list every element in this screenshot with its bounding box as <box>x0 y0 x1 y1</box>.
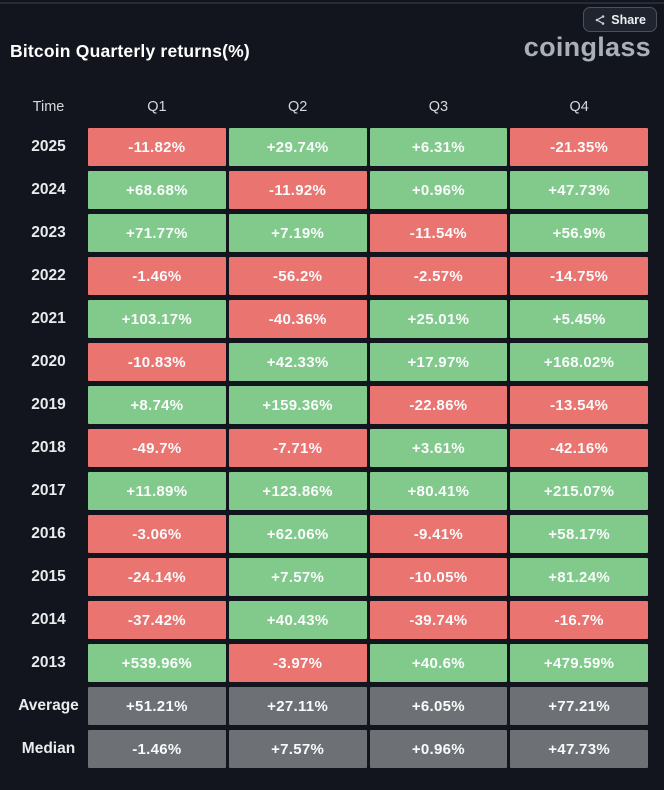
value-cell: +81.24% <box>510 558 648 596</box>
value-cell: +77.21% <box>510 687 648 725</box>
value-cell: -1.46% <box>88 730 226 768</box>
value-cell: -21.35% <box>510 128 648 166</box>
value-cell: -49.7% <box>88 429 226 467</box>
share-nodes-icon <box>594 14 606 26</box>
row-label: 2023 <box>31 224 66 241</box>
row-label: 2018 <box>31 439 66 456</box>
value-cell: -2.57% <box>369 257 508 295</box>
value-cell: +168.02% <box>510 343 648 381</box>
value-cell: -24.14% <box>88 558 226 596</box>
row-label: 2013 <box>31 654 66 671</box>
value-cell: +6.31% <box>369 128 508 166</box>
row-label: 2014 <box>31 611 66 628</box>
value-cell: +27.11% <box>228 687 367 725</box>
value-cell: +0.96% <box>369 171 508 209</box>
card-top-edge <box>0 2 664 4</box>
value-cell: -10.83% <box>88 343 226 381</box>
value-cell: +123.86% <box>228 472 367 510</box>
value-cell: +7.57% <box>228 730 367 768</box>
column-header-time: Time <box>32 99 65 115</box>
value-cell: -11.54% <box>369 214 508 252</box>
row-label: 2024 <box>31 181 66 198</box>
table-header-row: Time Q1 Q2 Q3 Q4 <box>0 96 664 118</box>
value-cell: +3.61% <box>369 429 508 467</box>
value-cell: +80.41% <box>369 472 508 510</box>
value-cell: +71.77% <box>88 214 226 252</box>
row-label: Median <box>21 740 76 757</box>
value-cell: +25.01% <box>369 300 508 338</box>
value-cell: +6.05% <box>369 687 508 725</box>
value-cell: -56.2% <box>228 257 367 295</box>
row-label: 2015 <box>31 568 66 585</box>
value-cell: +62.06% <box>228 515 367 553</box>
value-cell: +29.74% <box>228 128 367 166</box>
value-cell: -40.36% <box>228 300 367 338</box>
value-cell: -14.75% <box>510 257 648 295</box>
value-cell: +11.89% <box>88 472 226 510</box>
share-button-label: Share <box>611 12 646 27</box>
column-header-q4: Q4 <box>569 99 589 115</box>
value-cell: +47.73% <box>510 171 648 209</box>
column-header-q2: Q2 <box>287 99 308 115</box>
row-label: Average <box>18 697 79 714</box>
share-button[interactable]: Share <box>583 7 657 32</box>
value-cell: -10.05% <box>369 558 508 596</box>
value-cell: +40.6% <box>369 644 508 682</box>
value-cell: +8.74% <box>88 386 226 424</box>
value-cell: -7.71% <box>228 429 367 467</box>
row-label: 2016 <box>31 525 66 542</box>
value-cell: -11.82% <box>88 128 226 166</box>
value-cell: -16.7% <box>510 601 648 639</box>
row-label: 2020 <box>31 353 66 370</box>
row-label: 2019 <box>31 396 66 413</box>
value-cell: -42.16% <box>510 429 648 467</box>
value-cell: -1.46% <box>88 257 226 295</box>
value-cell: +51.21% <box>88 687 226 725</box>
value-cell: +17.97% <box>369 343 508 381</box>
value-cell: +47.73% <box>510 730 648 768</box>
value-cell: -39.74% <box>369 601 508 639</box>
table-body: 2025 -11.82% +29.74% +6.31% -21.35% 2024… <box>0 128 664 768</box>
row-label: 2017 <box>31 482 66 499</box>
value-cell: -3.06% <box>88 515 226 553</box>
page-title: Bitcoin Quarterly returns(%) <box>10 41 250 61</box>
value-cell: +58.17% <box>510 515 648 553</box>
row-label: 2025 <box>31 138 66 155</box>
value-cell: +159.36% <box>228 386 367 424</box>
value-cell: +5.45% <box>510 300 648 338</box>
value-cell: +539.96% <box>88 644 226 682</box>
value-cell: -11.92% <box>228 171 367 209</box>
value-cell: +7.19% <box>228 214 367 252</box>
value-cell: +40.43% <box>228 601 367 639</box>
value-cell: -13.54% <box>510 386 648 424</box>
value-cell: -37.42% <box>88 601 226 639</box>
value-cell: -22.86% <box>369 386 508 424</box>
value-cell: -9.41% <box>369 515 508 553</box>
value-cell: +56.9% <box>510 214 648 252</box>
row-label: 2022 <box>31 267 66 284</box>
coinglass-logo: coinglass <box>523 32 651 62</box>
column-header-q3: Q3 <box>428 99 449 115</box>
column-header-q1: Q1 <box>147 99 167 115</box>
value-cell: +215.07% <box>510 472 648 510</box>
value-cell: +7.57% <box>228 558 367 596</box>
value-cell: +0.96% <box>369 730 508 768</box>
value-cell: +42.33% <box>228 343 367 381</box>
row-label: 2021 <box>31 310 66 327</box>
value-cell: +68.68% <box>88 171 226 209</box>
value-cell: +479.59% <box>510 644 648 682</box>
value-cell: -3.97% <box>228 644 367 682</box>
value-cell: +103.17% <box>88 300 226 338</box>
